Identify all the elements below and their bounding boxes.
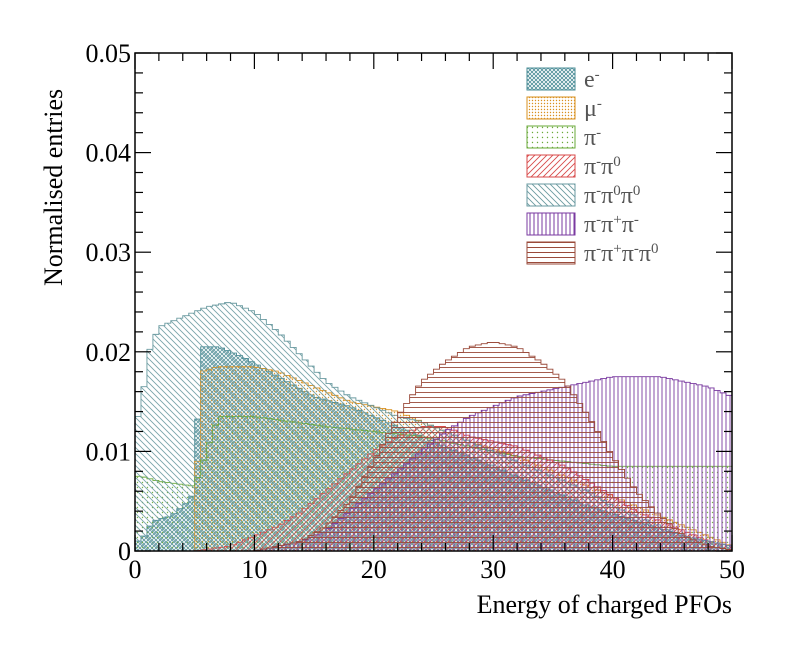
y-tick-label: 0.03 (86, 238, 132, 267)
legend-swatch (526, 96, 576, 120)
legend-label: e- (584, 67, 600, 93)
y-tick-label: 0 (118, 537, 131, 566)
legend-label: π-π+π- (584, 212, 639, 238)
legend-swatch (526, 212, 576, 236)
legend-swatch (526, 67, 576, 91)
x-tick-label: 40 (600, 555, 626, 584)
legend-label: π- (584, 125, 601, 151)
x-tick-label: 10 (241, 555, 267, 584)
legend-entry: π-π0 (526, 154, 621, 180)
x-tick-label: 0 (129, 555, 142, 584)
y-axis-label: Normalised entries (39, 89, 68, 286)
legend-entry: π-π+π-π0 (526, 241, 658, 267)
legend-label: μ- (584, 96, 602, 122)
legend-entry: π-π+π- (526, 212, 639, 238)
y-tick-labels: 0 0.01 0.02 0.03 0.04 0.05 (86, 39, 132, 566)
histogram-series-layer (134, 302, 733, 552)
x-tick-labels: 0 10 20 30 40 50 (129, 555, 746, 584)
y-tick-label: 0.02 (86, 338, 132, 367)
y-tick-label: 0.01 (86, 437, 132, 466)
legend-entry: π-π0π0 (526, 183, 640, 209)
legend-label: π-π0π0 (584, 183, 640, 209)
plot-frame (134, 52, 733, 552)
legend-swatch (526, 125, 576, 149)
legend-label: π-π0 (584, 154, 621, 180)
legend-entry: μ- (526, 96, 602, 122)
series-6-histogram (135, 342, 733, 552)
x-tick-label: 50 (719, 555, 745, 584)
y-tick-label: 0.05 (86, 39, 132, 68)
x-tick-label: 30 (480, 555, 506, 584)
legend-swatch (526, 241, 576, 265)
y-tick-label: 0.04 (86, 139, 132, 168)
legend-swatch (526, 154, 576, 178)
legend-label: π-π+π-π0 (584, 241, 658, 267)
axis-ticks (134, 52, 733, 552)
legend-swatch (526, 183, 576, 207)
x-tick-label: 20 (361, 555, 387, 584)
x-axis-label: Energy of charged PFOs (477, 590, 732, 619)
legend: e-μ-π-π-π0 π-π0π0 π-π+π-π-π+π-π0 (526, 67, 658, 267)
legend-entry: e- (526, 67, 600, 93)
legend-entry: π- (526, 125, 601, 151)
